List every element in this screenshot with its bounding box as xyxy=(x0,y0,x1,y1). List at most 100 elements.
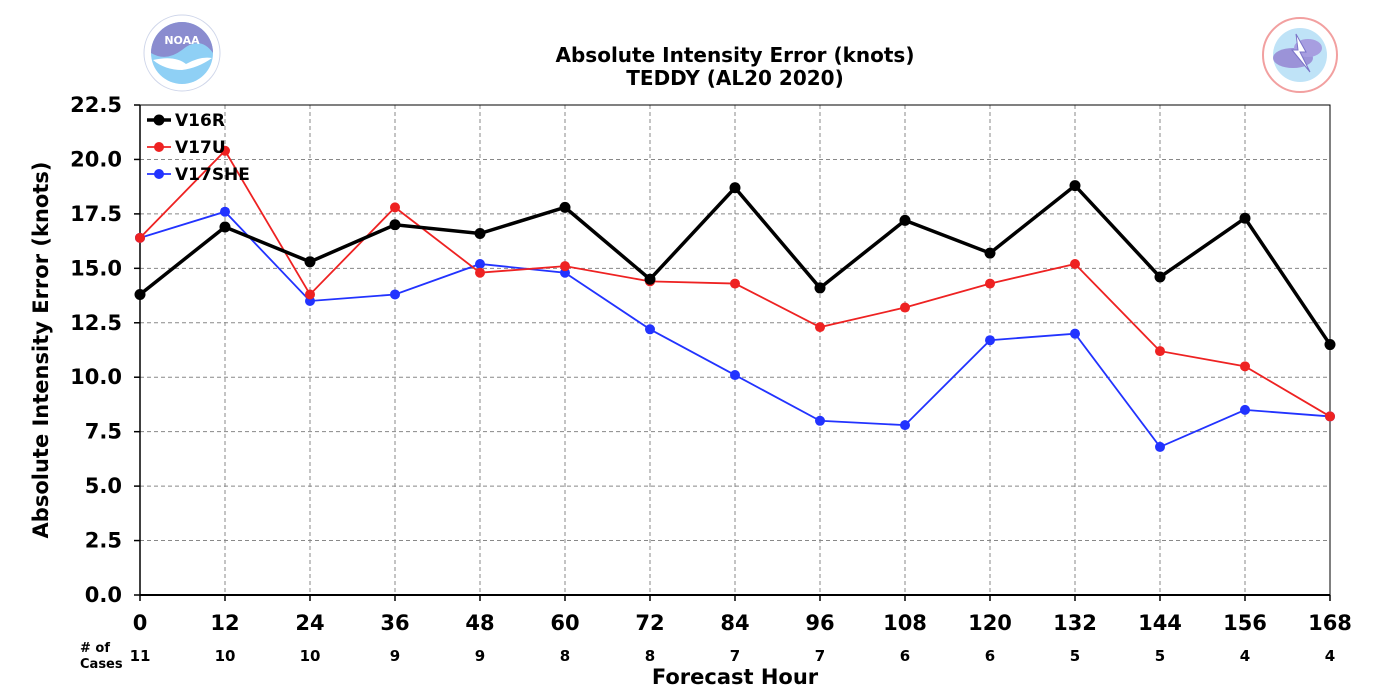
x-tick-label: 36 xyxy=(380,611,409,635)
data-point-v17u xyxy=(1240,361,1250,372)
series-layer xyxy=(134,145,1336,452)
data-point-v17she xyxy=(730,370,740,381)
data-point-v17she xyxy=(220,206,230,217)
series-line-v16r xyxy=(138,183,1332,346)
data-point-v17she xyxy=(900,420,910,431)
noaa-logo-text: NOAA xyxy=(164,34,200,47)
axes xyxy=(134,104,1331,601)
legend-label: V17U xyxy=(175,138,226,158)
data-point-v17u xyxy=(900,302,910,313)
data-point-v17she xyxy=(815,415,825,426)
y-tick-label: 7.5 xyxy=(85,420,122,444)
case-count: 7 xyxy=(730,647,740,665)
chart-title-line1: Absolute Intensity Error (knots) xyxy=(556,43,915,67)
x-tick-label: 108 xyxy=(883,611,927,635)
data-point-v17she xyxy=(390,289,400,300)
data-point-v16r xyxy=(1239,212,1251,224)
y-tick-label: 2.5 xyxy=(85,529,122,553)
data-point-v16r xyxy=(984,247,996,259)
data-point-v17she xyxy=(645,324,655,335)
data-point-v17u xyxy=(475,267,485,278)
x-tick-label: 156 xyxy=(1223,611,1267,635)
data-point-v17she xyxy=(1155,441,1165,452)
case-count: 10 xyxy=(300,647,321,665)
data-point-v17u xyxy=(135,232,145,243)
x-tick-label: 120 xyxy=(968,611,1012,635)
legend-item-v16r: V16R xyxy=(147,111,225,131)
data-point-v17u xyxy=(1070,258,1080,269)
data-point-v17u xyxy=(815,322,825,333)
x-tick-label: 168 xyxy=(1308,611,1352,635)
x-tick-label: 144 xyxy=(1138,611,1182,635)
y-tick-label: 17.5 xyxy=(70,202,122,226)
data-point-v17u xyxy=(1155,346,1165,357)
chart-title-line2: TEDDY (AL20 2020) xyxy=(626,66,843,90)
x-tick-label: 24 xyxy=(295,611,324,635)
data-point-v16r xyxy=(1324,339,1336,351)
data-point-v17she xyxy=(985,335,995,346)
data-point-v17she xyxy=(1240,404,1250,415)
legend-item-v17she: V17SHE xyxy=(147,165,250,185)
case-count: 9 xyxy=(390,647,400,665)
cases-label-line2: Cases xyxy=(80,657,123,672)
legend: V16R V17U V17SHE xyxy=(147,111,250,185)
data-point-v16r xyxy=(1154,271,1166,283)
data-point-v17u xyxy=(1325,411,1335,422)
data-point-v17u xyxy=(220,145,230,156)
case-count: 8 xyxy=(645,647,655,665)
x-tick-label: 72 xyxy=(635,611,664,635)
data-point-v17u xyxy=(985,278,995,289)
x-tick-label: 84 xyxy=(720,611,749,635)
y-axis-label: Absolute Intensity Error (knots) xyxy=(29,162,53,539)
legend-label: V17SHE xyxy=(175,165,250,185)
data-point-v17u xyxy=(730,278,740,289)
case-count: 9 xyxy=(475,647,485,665)
data-point-v17u xyxy=(305,289,315,300)
case-count: 5 xyxy=(1070,647,1080,665)
legend-marker xyxy=(154,142,164,152)
data-point-v17she xyxy=(1070,328,1080,339)
noaa-logo: NOAA xyxy=(143,14,221,92)
y-tick-label: 0.0 xyxy=(85,583,122,607)
legend-label: V16R xyxy=(175,111,225,131)
data-point-v16r xyxy=(729,182,741,194)
x-axis-label: Forecast Hour xyxy=(652,665,819,689)
data-point-v17she xyxy=(475,258,485,269)
case-count: 5 xyxy=(1155,647,1165,665)
data-point-v16r xyxy=(219,221,231,233)
x-tick-label: 96 xyxy=(805,611,834,635)
case-count: 4 xyxy=(1240,647,1250,665)
cases-label-line1: # of xyxy=(80,641,110,656)
legend-item-v17u: V17U xyxy=(147,138,226,158)
case-count: 8 xyxy=(560,647,570,665)
case-count: 7 xyxy=(815,647,825,665)
series-v17she xyxy=(135,206,1335,452)
x-tick-labels: 0 12 24 36 48 60 72 84 96 108 120 132 144 156 168 xyxy=(133,611,1352,635)
data-point-v17u xyxy=(390,202,400,213)
x-tick-label: 0 xyxy=(133,611,148,635)
case-count: 10 xyxy=(215,647,236,665)
x-tick-label: 48 xyxy=(465,611,494,635)
x-tick-label: 60 xyxy=(550,611,579,635)
cases-row: 11 10 10 9 9 8 8 7 7 6 6 5 5 4 4 xyxy=(130,647,1336,665)
series-v16r xyxy=(134,180,1336,351)
y-tick-label: 22.5 xyxy=(70,93,122,117)
data-point-v16r xyxy=(304,256,316,268)
data-point-v16r xyxy=(1069,180,1081,192)
legend-marker xyxy=(153,114,165,126)
case-count: 6 xyxy=(985,647,995,665)
data-point-v16r xyxy=(814,282,826,294)
data-point-v17u xyxy=(560,261,570,272)
data-point-v16r xyxy=(899,214,911,226)
case-count: 4 xyxy=(1325,647,1335,665)
grid xyxy=(140,105,1330,595)
y-tick-label: 20.0 xyxy=(70,147,122,171)
y-tick-label: 5.0 xyxy=(85,474,122,498)
data-point-v16r xyxy=(644,273,656,285)
data-point-v16r xyxy=(559,201,571,213)
y-tick-label: 10.0 xyxy=(70,365,122,389)
x-tick-label: 12 xyxy=(210,611,239,635)
y-tick-label: 12.5 xyxy=(70,311,122,335)
case-count: 11 xyxy=(130,647,151,665)
